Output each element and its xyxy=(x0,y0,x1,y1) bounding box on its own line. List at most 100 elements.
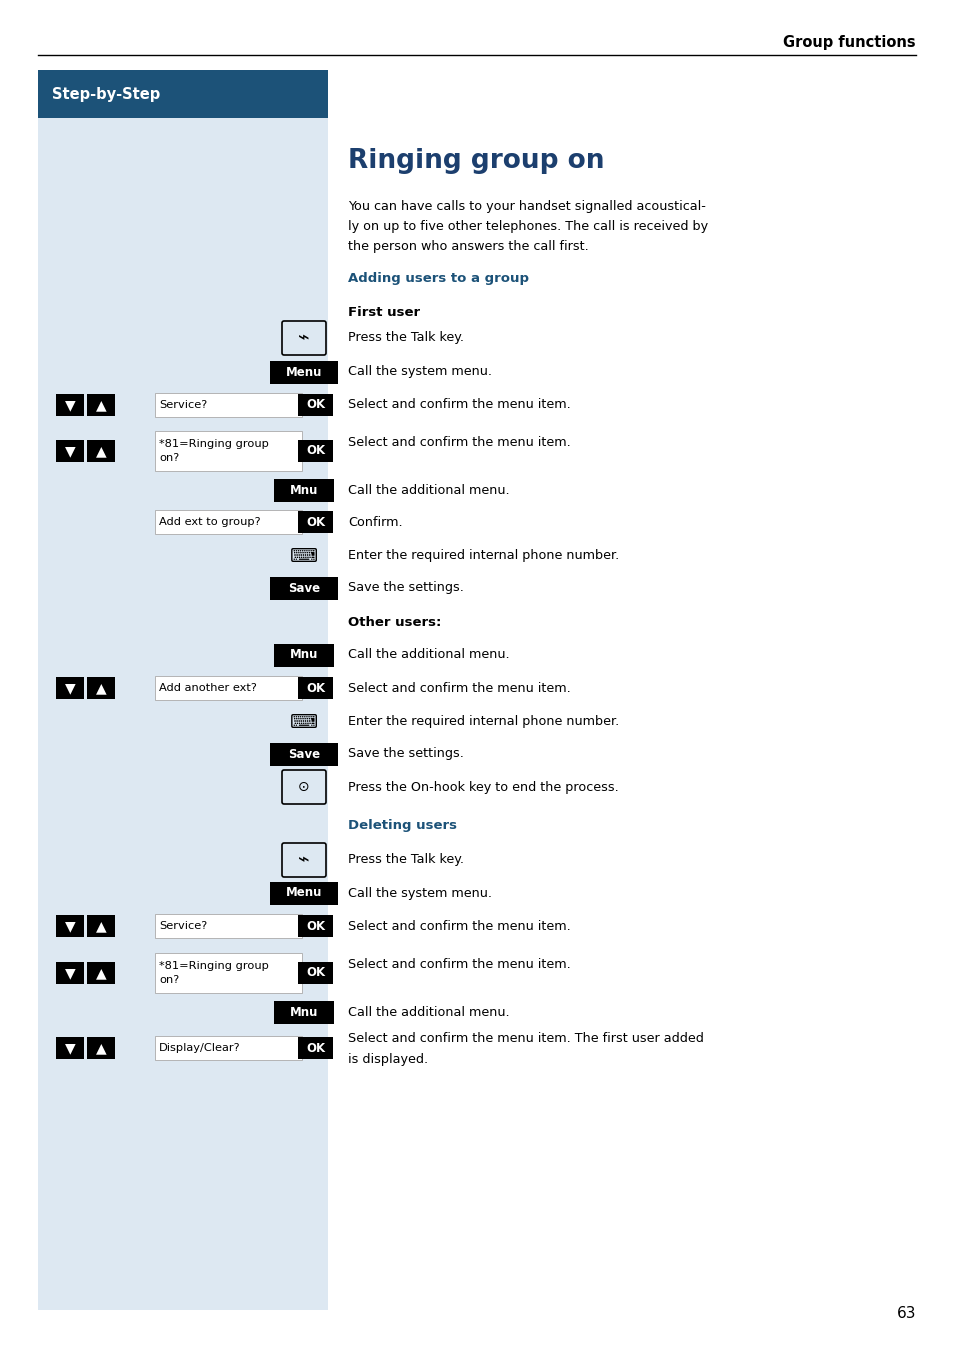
Text: Select and confirm the menu item. The first user added: Select and confirm the menu item. The fi… xyxy=(348,1032,703,1045)
Text: ⌨: ⌨ xyxy=(290,546,317,565)
Text: Group functions: Group functions xyxy=(782,35,915,50)
FancyBboxPatch shape xyxy=(154,914,302,938)
Text: OK: OK xyxy=(306,919,325,933)
Text: OK: OK xyxy=(306,967,325,979)
FancyBboxPatch shape xyxy=(270,361,337,384)
Text: Enter the required internal phone number.: Enter the required internal phone number… xyxy=(348,549,618,562)
Text: ⌨: ⌨ xyxy=(290,713,317,731)
FancyBboxPatch shape xyxy=(38,70,328,118)
Text: *81=Ringing group: *81=Ringing group xyxy=(159,961,269,971)
Text: OK: OK xyxy=(306,515,325,529)
Text: Menu: Menu xyxy=(286,887,322,899)
FancyBboxPatch shape xyxy=(298,1037,334,1059)
Text: Service?: Service? xyxy=(159,921,207,932)
FancyBboxPatch shape xyxy=(154,431,302,470)
Text: Ringing group on: Ringing group on xyxy=(348,147,604,174)
Text: Press the Talk key.: Press the Talk key. xyxy=(348,853,463,867)
FancyBboxPatch shape xyxy=(298,511,334,533)
Text: ▼: ▼ xyxy=(65,919,75,933)
FancyBboxPatch shape xyxy=(154,393,302,416)
Text: ▼: ▼ xyxy=(65,397,75,412)
FancyBboxPatch shape xyxy=(298,393,334,416)
FancyBboxPatch shape xyxy=(154,953,302,992)
Text: ▲: ▲ xyxy=(95,1041,106,1055)
FancyBboxPatch shape xyxy=(270,576,337,599)
FancyBboxPatch shape xyxy=(87,963,115,984)
FancyBboxPatch shape xyxy=(298,915,334,937)
Text: Call the additional menu.: Call the additional menu. xyxy=(348,649,509,661)
Text: Select and confirm the menu item.: Select and confirm the menu item. xyxy=(348,959,570,972)
Text: *81=Ringing group: *81=Ringing group xyxy=(159,439,269,449)
Text: ▲: ▲ xyxy=(95,919,106,933)
FancyBboxPatch shape xyxy=(87,393,115,416)
Text: is displayed.: is displayed. xyxy=(348,1053,428,1067)
Text: ▼: ▼ xyxy=(65,443,75,458)
FancyBboxPatch shape xyxy=(87,439,115,462)
Text: Mnu: Mnu xyxy=(290,484,318,496)
Text: on?: on? xyxy=(159,975,179,986)
Text: Enter the required internal phone number.: Enter the required internal phone number… xyxy=(348,715,618,729)
Text: ⌁: ⌁ xyxy=(297,850,310,869)
Text: OK: OK xyxy=(306,399,325,411)
Text: You can have calls to your handset signalled acoustical-: You can have calls to your handset signa… xyxy=(348,200,705,214)
Text: Confirm.: Confirm. xyxy=(348,515,402,529)
Text: Display/Clear?: Display/Clear? xyxy=(159,1042,240,1053)
Text: ⊙: ⊙ xyxy=(298,780,310,794)
Text: Save: Save xyxy=(288,748,319,760)
FancyBboxPatch shape xyxy=(298,963,334,984)
Text: ▲: ▲ xyxy=(95,965,106,980)
Text: Mnu: Mnu xyxy=(290,649,318,661)
Text: Call the system menu.: Call the system menu. xyxy=(348,887,492,899)
FancyBboxPatch shape xyxy=(270,742,337,765)
FancyBboxPatch shape xyxy=(56,1037,84,1059)
Text: Save the settings.: Save the settings. xyxy=(348,748,463,760)
Text: Select and confirm the menu item.: Select and confirm the menu item. xyxy=(348,399,570,411)
Text: ▲: ▲ xyxy=(95,397,106,412)
Text: 63: 63 xyxy=(896,1306,915,1321)
Text: Save the settings.: Save the settings. xyxy=(348,581,463,595)
FancyBboxPatch shape xyxy=(56,439,84,462)
FancyBboxPatch shape xyxy=(56,677,84,699)
FancyBboxPatch shape xyxy=(274,644,334,667)
Text: Adding users to a group: Adding users to a group xyxy=(348,272,529,285)
Text: ▲: ▲ xyxy=(95,443,106,458)
FancyBboxPatch shape xyxy=(274,479,334,502)
Text: Call the additional menu.: Call the additional menu. xyxy=(348,484,509,496)
Text: ⌁: ⌁ xyxy=(297,329,310,347)
FancyBboxPatch shape xyxy=(154,510,302,534)
Text: Save: Save xyxy=(288,581,319,595)
Text: ▼: ▼ xyxy=(65,1041,75,1055)
Text: OK: OK xyxy=(306,681,325,695)
Text: Mnu: Mnu xyxy=(290,1006,318,1018)
Text: the person who answers the call first.: the person who answers the call first. xyxy=(348,241,588,253)
Text: ▼: ▼ xyxy=(65,681,75,695)
Text: ▼: ▼ xyxy=(65,965,75,980)
FancyBboxPatch shape xyxy=(154,1036,302,1060)
Text: Add another ext?: Add another ext? xyxy=(159,683,256,694)
Text: ▲: ▲ xyxy=(95,681,106,695)
Text: Call the system menu.: Call the system menu. xyxy=(348,365,492,379)
Text: First user: First user xyxy=(348,306,419,319)
FancyBboxPatch shape xyxy=(298,677,334,699)
Text: Press the Talk key.: Press the Talk key. xyxy=(348,331,463,345)
FancyBboxPatch shape xyxy=(270,882,337,904)
Text: Deleting users: Deleting users xyxy=(348,819,456,833)
FancyBboxPatch shape xyxy=(87,1037,115,1059)
Text: Press the On-hook key to end the process.: Press the On-hook key to end the process… xyxy=(348,780,618,794)
FancyBboxPatch shape xyxy=(56,963,84,984)
FancyBboxPatch shape xyxy=(56,915,84,937)
Text: Select and confirm the menu item.: Select and confirm the menu item. xyxy=(348,681,570,695)
FancyBboxPatch shape xyxy=(56,393,84,416)
Text: OK: OK xyxy=(306,445,325,457)
FancyBboxPatch shape xyxy=(298,439,334,462)
Text: Service?: Service? xyxy=(159,400,207,410)
Text: OK: OK xyxy=(306,1041,325,1055)
Text: Call the additional menu.: Call the additional menu. xyxy=(348,1006,509,1018)
FancyBboxPatch shape xyxy=(38,70,328,1310)
FancyBboxPatch shape xyxy=(274,1000,334,1023)
Text: Step-by-Step: Step-by-Step xyxy=(52,87,160,101)
FancyBboxPatch shape xyxy=(87,915,115,937)
Text: Add ext to group?: Add ext to group? xyxy=(159,516,260,527)
Text: Menu: Menu xyxy=(286,365,322,379)
Text: Select and confirm the menu item.: Select and confirm the menu item. xyxy=(348,437,570,449)
